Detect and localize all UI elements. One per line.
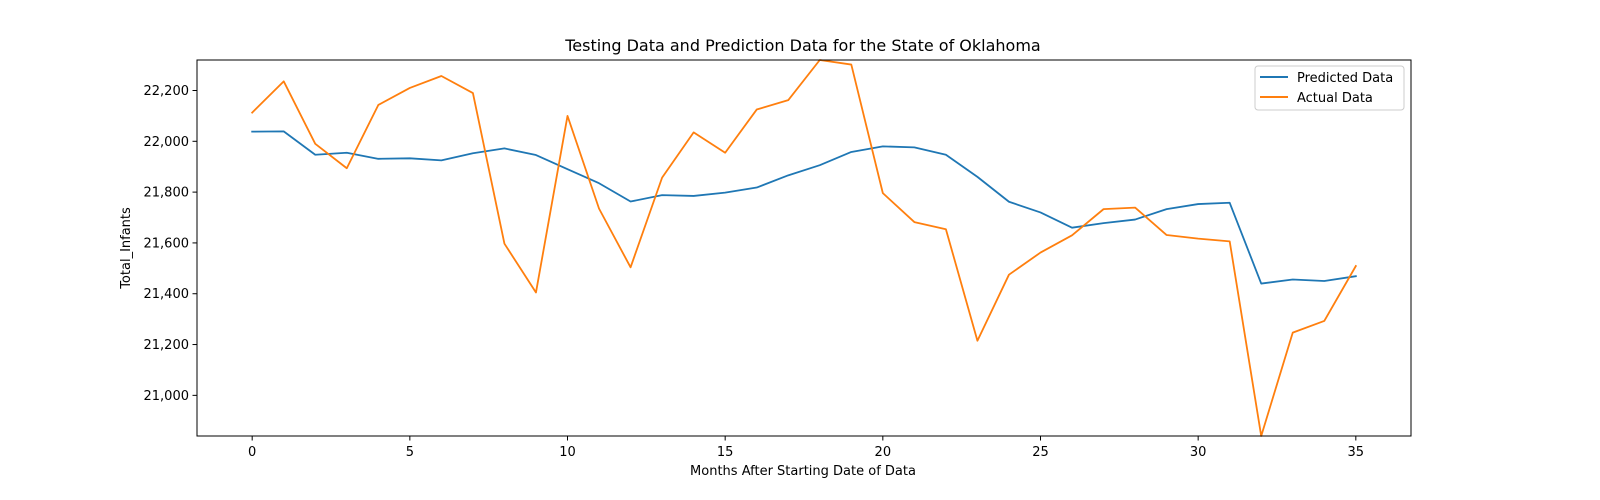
y-axis-title: Total_Infants <box>119 207 134 290</box>
legend: Predicted Data Actual Data <box>1254 65 1405 111</box>
series-line-actual <box>250 59 1358 437</box>
x-tick-label: 35 <box>1348 445 1365 460</box>
x-tick-label: 0 <box>248 445 256 460</box>
x-tick-label: 10 <box>559 445 576 460</box>
x-tick-label: 30 <box>1190 445 1207 460</box>
y-tick-label: 21,800 <box>144 186 190 201</box>
legend-box <box>1254 65 1405 111</box>
plot-area-frame <box>196 59 1412 437</box>
y-axis: 21,000 21,200 21,400 21,600 21,800 22,000 22,2… <box>144 84 197 404</box>
series-layer <box>250 59 1358 437</box>
x-tick-label: 5 <box>406 445 414 460</box>
x-axis-title: Months After Starting Date of Data <box>690 464 916 479</box>
x-tick-label: 20 <box>875 445 892 460</box>
chart-title: Testing Data and Prediction Data for the… <box>564 36 1040 55</box>
y-tick-label: 21,000 <box>144 389 190 404</box>
legend-label-predicted: Predicted Data <box>1297 71 1393 86</box>
legend-label-actual: Actual Data <box>1297 91 1373 106</box>
x-tick-label: 25 <box>1032 445 1049 460</box>
x-tick-label: 15 <box>717 445 734 460</box>
series-line-predicted <box>251 130 1357 285</box>
y-tick-label: 21,600 <box>144 236 190 251</box>
x-axis: 0 5 10 15 20 25 30 35 <box>248 436 1364 460</box>
y-tick-label: 21,200 <box>144 338 190 353</box>
y-tick-label: 22,000 <box>144 135 190 150</box>
y-tick-label: 21,400 <box>144 287 190 302</box>
y-tick-label: 22,200 <box>144 84 190 99</box>
